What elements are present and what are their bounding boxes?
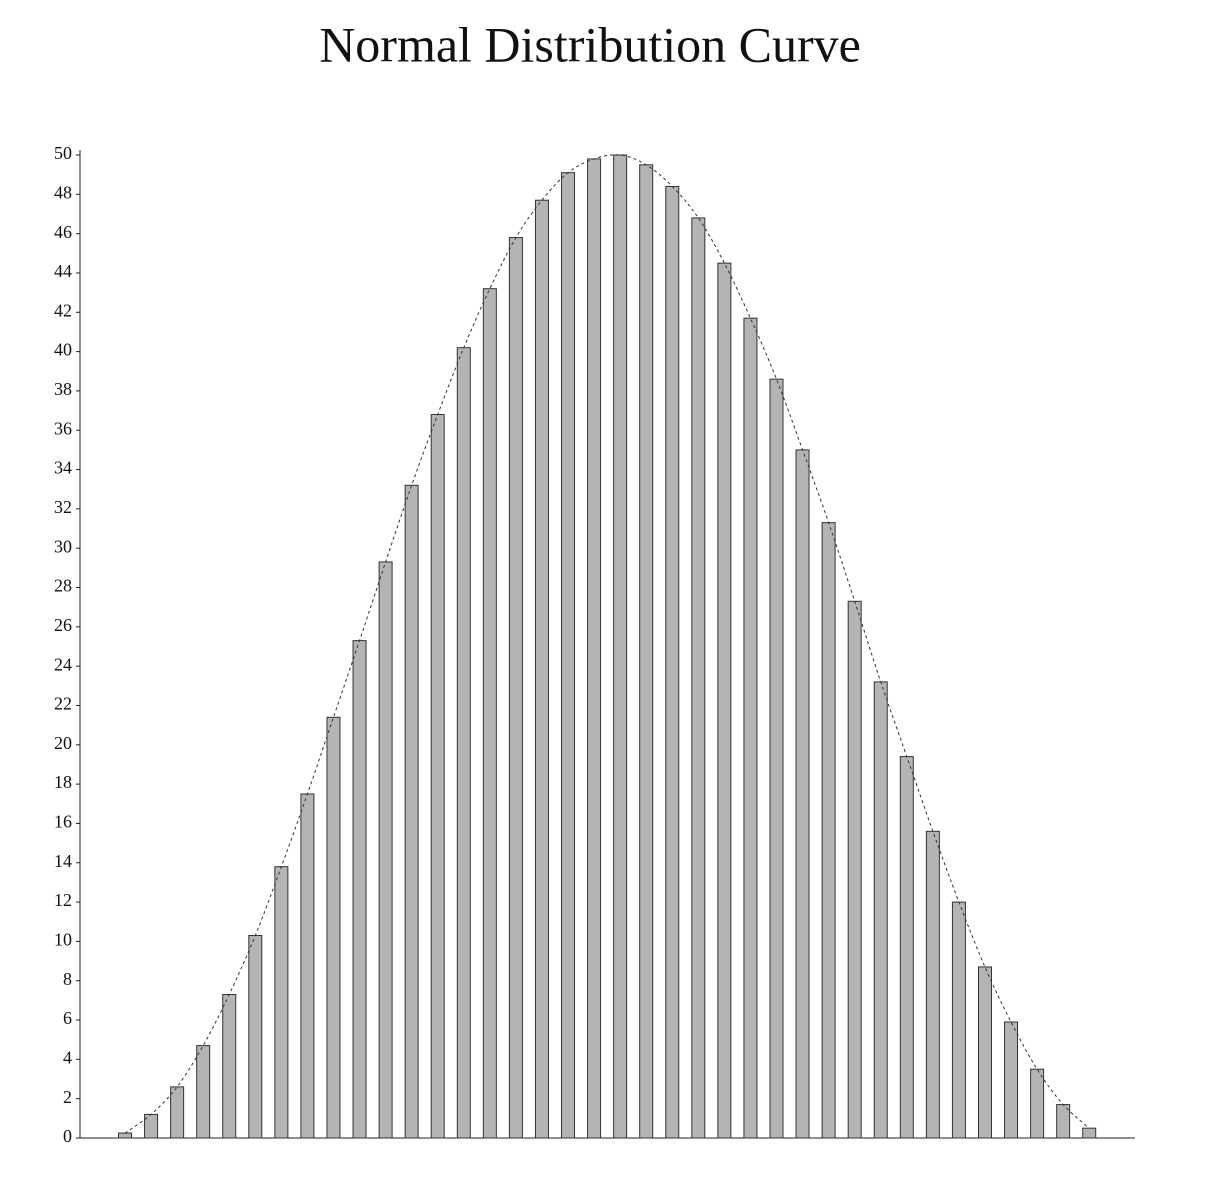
y-tick-label: 20 (54, 733, 72, 753)
bar (821, 522, 836, 1139)
bar (1004, 1021, 1019, 1139)
y-tick-label: 38 (54, 379, 72, 399)
bar (899, 756, 914, 1139)
bar (274, 866, 289, 1139)
y-tick-label: 22 (54, 694, 72, 714)
bar (1030, 1068, 1045, 1139)
bar (170, 1086, 185, 1139)
y-tick-label: 26 (54, 615, 72, 635)
y-tick-label: 46 (54, 222, 72, 242)
bar (482, 288, 497, 1139)
bar (430, 414, 445, 1139)
y-tick-label: 42 (54, 300, 72, 320)
y-tick-label: 34 (54, 458, 72, 478)
y-tick-label: 4 (63, 1047, 72, 1067)
y-tick-label: 16 (54, 812, 72, 832)
bar (378, 561, 393, 1139)
chart-title: Normal Distribution Curve (319, 16, 861, 72)
bar (118, 1132, 132, 1139)
y-tick-label: 14 (54, 851, 72, 871)
bar (352, 640, 367, 1139)
bar (561, 172, 576, 1139)
bar (222, 993, 237, 1139)
bar (456, 347, 471, 1139)
curve (124, 154, 1090, 1134)
y-tick-label: 36 (54, 418, 72, 438)
bar (977, 966, 992, 1139)
y-tick-label: 10 (54, 930, 72, 950)
bar (873, 681, 888, 1139)
y-tick-label: 6 (63, 1008, 72, 1028)
bar (613, 154, 628, 1139)
bar (769, 378, 784, 1139)
y-tick-label: 12 (54, 890, 72, 910)
y-tick-label: 30 (54, 536, 72, 556)
bar (404, 484, 419, 1139)
bar (847, 600, 862, 1139)
bar (925, 830, 940, 1139)
y-tick-label: 40 (54, 340, 72, 360)
y-tick-label: 0 (63, 1126, 72, 1146)
bar (326, 716, 341, 1139)
y-tick-label: 32 (54, 497, 72, 517)
y-tick-label: 24 (54, 654, 72, 674)
y-tick-label: 48 (54, 182, 72, 202)
bar (534, 199, 549, 1139)
bar (691, 217, 706, 1139)
y-tick-label: 2 (63, 1087, 72, 1107)
bar (587, 158, 602, 1139)
y-tick-label: 28 (54, 576, 72, 596)
bar (248, 935, 263, 1139)
y-tick-label: 50 (54, 143, 72, 163)
y-tick-label: 8 (63, 969, 72, 989)
bar (1082, 1127, 1097, 1139)
bar (717, 262, 732, 1139)
y-tick-label: 18 (54, 772, 72, 792)
bar (508, 237, 523, 1139)
bar (639, 164, 654, 1139)
bar (196, 1045, 211, 1139)
bar (951, 901, 966, 1139)
bar (665, 185, 680, 1139)
y-tick-label: 44 (54, 261, 72, 281)
bar (743, 317, 758, 1139)
bar (795, 449, 810, 1139)
bar (300, 793, 315, 1139)
